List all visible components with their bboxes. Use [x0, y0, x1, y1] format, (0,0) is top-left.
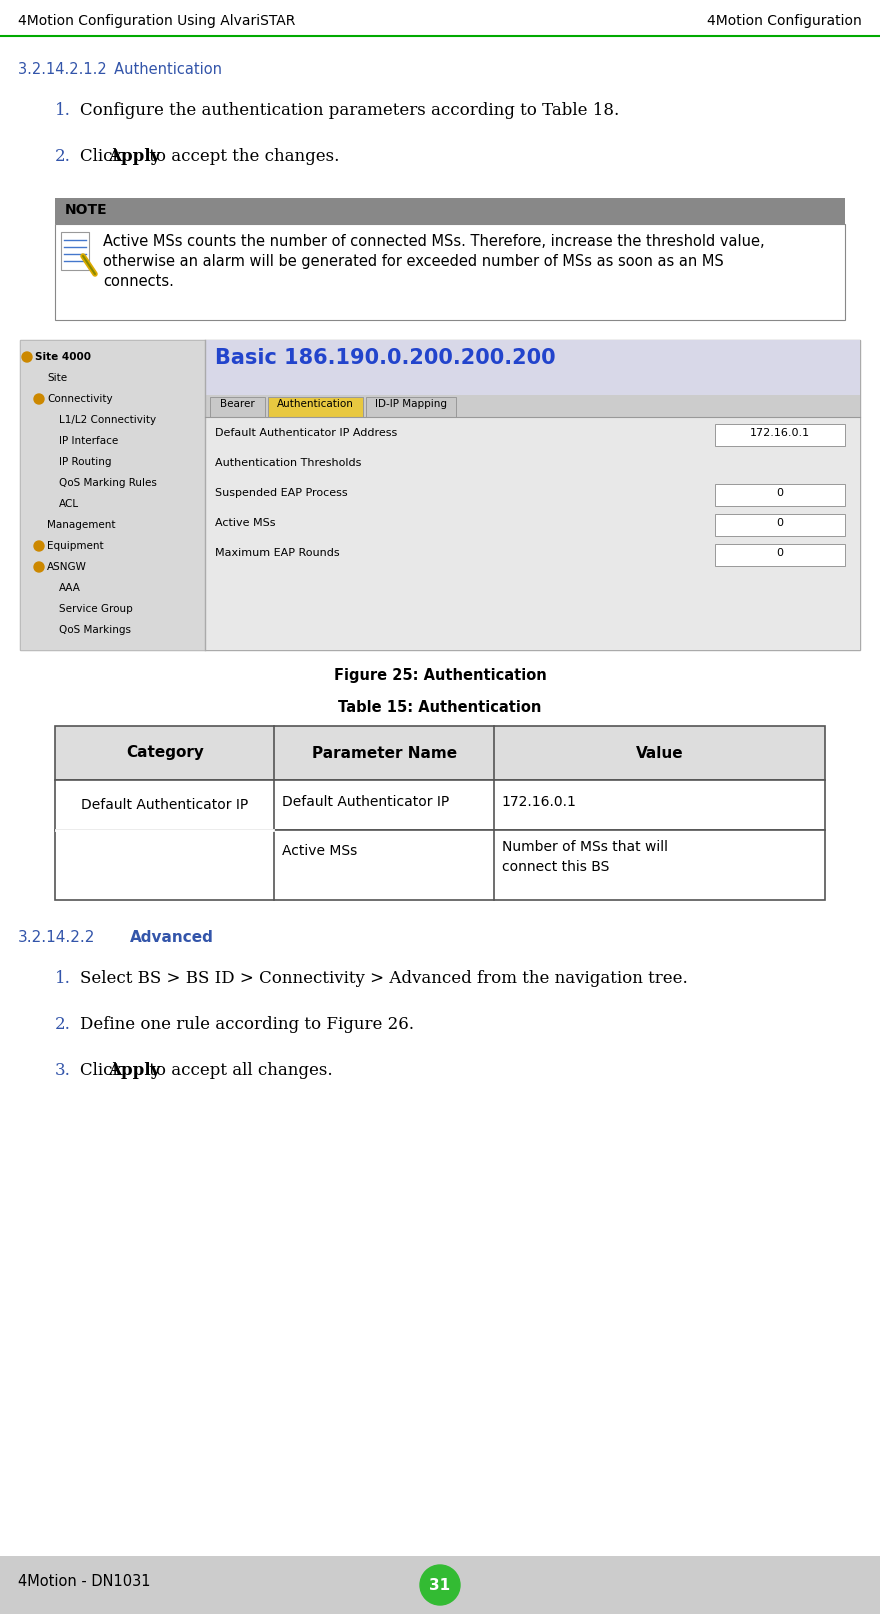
Text: Figure 25: Authentication: Figure 25: Authentication — [334, 668, 546, 683]
Text: connects.: connects. — [103, 274, 174, 289]
Bar — [205, 341, 860, 650]
Text: Maximum EAP Rounds: Maximum EAP Rounds — [215, 549, 340, 558]
Text: Click: Click — [80, 148, 128, 165]
Bar — [55, 830, 825, 901]
Text: Select BS > BS ID > Connectivity > Advanced from the navigation tree.: Select BS > BS ID > Connectivity > Advan… — [80, 970, 688, 988]
Text: 2.: 2. — [55, 1015, 71, 1033]
Text: Management: Management — [47, 520, 115, 529]
Text: 3.2.14.2.2: 3.2.14.2.2 — [18, 930, 95, 946]
Bar — [205, 395, 860, 416]
Text: Apply: Apply — [108, 148, 160, 165]
Text: Default Authenticator IP: Default Authenticator IP — [81, 797, 248, 812]
Text: 4Motion - DN1031: 4Motion - DN1031 — [18, 1574, 150, 1590]
Text: Advanced: Advanced — [130, 930, 214, 946]
Text: Default Authenticator IP: Default Authenticator IP — [282, 796, 450, 809]
Text: Suspended EAP Process: Suspended EAP Process — [215, 487, 348, 499]
Text: L1/L2 Connectivity: L1/L2 Connectivity — [59, 415, 156, 424]
Bar — [210, 397, 265, 416]
Text: to accept all changes.: to accept all changes. — [144, 1062, 333, 1080]
Text: 4Motion Configuration Using AlvariSTAR: 4Motion Configuration Using AlvariSTAR — [18, 15, 296, 27]
Text: Configure the authentication parameters according to Table 18.: Configure the authentication parameters … — [80, 102, 620, 119]
Text: AAA: AAA — [59, 583, 81, 592]
Circle shape — [34, 394, 44, 404]
Text: Site 4000: Site 4000 — [35, 352, 91, 362]
Bar — [55, 199, 845, 224]
Text: 31: 31 — [429, 1577, 451, 1593]
Bar — [205, 341, 860, 395]
Bar — [715, 544, 845, 567]
Text: Authentication: Authentication — [277, 399, 354, 408]
Text: 172.16.0.1: 172.16.0.1 — [502, 796, 576, 809]
Text: Table 15: Authentication: Table 15: Authentication — [338, 700, 542, 715]
Bar — [20, 341, 205, 650]
Text: Active MSs counts the number of connected MSs. Therefore, increase the threshold: Active MSs counts the number of connecte… — [103, 234, 765, 249]
Bar — [715, 484, 845, 507]
Bar — [0, 1556, 880, 1614]
Text: 172.16.0.1: 172.16.0.1 — [750, 428, 810, 437]
Text: ASNGW: ASNGW — [47, 562, 87, 571]
Text: Authentication Thresholds: Authentication Thresholds — [215, 458, 362, 468]
Text: 0: 0 — [776, 487, 783, 499]
Text: QoS Markings: QoS Markings — [59, 625, 131, 634]
Text: Define one rule according to Figure 26.: Define one rule according to Figure 26. — [80, 1015, 414, 1033]
Text: Default Authenticator IP Address: Default Authenticator IP Address — [215, 428, 397, 437]
Text: Click: Click — [80, 1062, 128, 1080]
Text: 0: 0 — [776, 549, 783, 558]
Bar — [55, 224, 845, 320]
Text: Site: Site — [47, 373, 67, 383]
Text: 1.: 1. — [55, 970, 71, 988]
Circle shape — [420, 1566, 460, 1604]
Text: NOTE: NOTE — [65, 203, 107, 216]
Text: 1.: 1. — [55, 102, 71, 119]
Text: ACL: ACL — [59, 499, 79, 508]
Circle shape — [34, 562, 44, 571]
Bar — [715, 513, 845, 536]
Bar — [715, 424, 845, 445]
Text: Active MSs: Active MSs — [282, 844, 357, 859]
Circle shape — [22, 352, 32, 362]
Text: Bearer: Bearer — [220, 399, 255, 408]
Bar — [366, 397, 456, 416]
Text: Category: Category — [126, 746, 203, 760]
Text: 3.: 3. — [55, 1062, 71, 1080]
Bar — [55, 726, 825, 780]
Bar — [20, 341, 860, 650]
Text: ID-IP Mapping: ID-IP Mapping — [375, 399, 447, 408]
Circle shape — [34, 541, 44, 550]
Text: Apply: Apply — [108, 1062, 160, 1080]
Text: Active MSs: Active MSs — [215, 518, 275, 528]
Text: otherwise an alarm will be generated for exceeded number of MSs as soon as an MS: otherwise an alarm will be generated for… — [103, 253, 723, 270]
Text: Parameter Name: Parameter Name — [312, 746, 457, 760]
Text: Value: Value — [635, 746, 683, 760]
Text: IP Routing: IP Routing — [59, 457, 112, 466]
Bar — [61, 232, 89, 270]
Text: Connectivity: Connectivity — [47, 394, 113, 404]
Text: QoS Marking Rules: QoS Marking Rules — [59, 478, 157, 487]
Text: connect this BS: connect this BS — [502, 860, 609, 875]
Text: IP Interface: IP Interface — [59, 436, 118, 445]
Text: 3.2.14.2.1.2 Authentication: 3.2.14.2.1.2 Authentication — [18, 61, 222, 77]
Text: Service Group: Service Group — [59, 604, 133, 613]
Text: 0: 0 — [776, 518, 783, 528]
Text: Equipment: Equipment — [47, 541, 104, 550]
Text: 2.: 2. — [55, 148, 71, 165]
Text: to accept the changes.: to accept the changes. — [144, 148, 340, 165]
Text: Number of MSs that will: Number of MSs that will — [502, 839, 668, 854]
Text: 4Motion Configuration: 4Motion Configuration — [708, 15, 862, 27]
Bar — [268, 397, 363, 416]
Bar — [55, 780, 825, 830]
Text: Basic 186.190.0.200.200.200: Basic 186.190.0.200.200.200 — [215, 349, 555, 368]
